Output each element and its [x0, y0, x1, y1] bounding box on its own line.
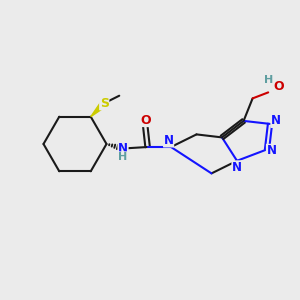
Text: H: H	[264, 75, 273, 85]
Text: H: H	[118, 152, 127, 162]
Text: N: N	[271, 114, 281, 128]
Text: N: N	[232, 161, 242, 174]
Text: S: S	[100, 97, 109, 110]
Text: O: O	[273, 80, 284, 94]
Text: N: N	[266, 144, 277, 158]
Text: O: O	[140, 113, 151, 127]
Text: N: N	[164, 134, 174, 147]
Polygon shape	[91, 101, 107, 117]
Text: N: N	[118, 142, 128, 155]
